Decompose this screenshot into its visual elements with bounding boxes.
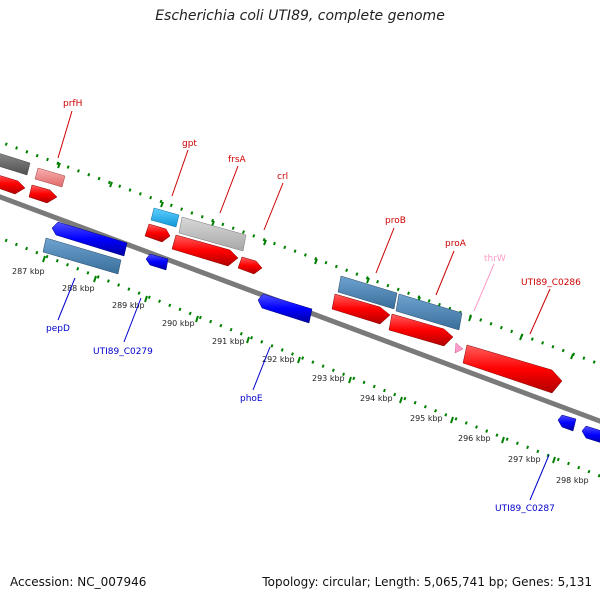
gene-label-pepd: pepD	[46, 324, 70, 334]
gene-label-gpt: gpt	[182, 139, 197, 149]
forward-features	[0, 153, 563, 394]
gene-block-pepd	[42, 237, 122, 275]
cds-arrow-crl	[237, 256, 263, 275]
cds-arrow-frsa	[171, 234, 239, 267]
gene-label-prob: proB	[385, 216, 406, 226]
gene-label-proa: proA	[445, 239, 467, 249]
trna-thrw	[454, 342, 464, 354]
tick-label: 287 kbp	[12, 267, 45, 276]
map-title: Escherichia coli UTI89, complete genome	[155, 8, 445, 24]
label-leaders	[57, 110, 551, 501]
cds-arrow-prob	[331, 293, 391, 325]
gene-label-c0279: UTI89_C0279	[93, 347, 153, 357]
reverse-features	[42, 221, 600, 443]
cds-arrow-proa	[388, 313, 454, 347]
tick-label: 293 kbp	[312, 374, 345, 383]
major-ticks	[42, 162, 574, 464]
tick-label: 295 kbp	[410, 414, 443, 423]
gene-block-proa	[395, 293, 463, 331]
tick-label: 288 kbp	[62, 284, 95, 293]
gene-block-gpt	[150, 207, 180, 228]
cds-arrow-c0279	[145, 253, 169, 271]
gene-label-crl: crl	[277, 172, 288, 182]
tick-label: 298 kbp	[556, 476, 589, 485]
gene-label-c0286: UTI89_C0286	[521, 278, 581, 288]
cds-arrow-c0287	[557, 414, 577, 432]
genome-summary-text: Topology: circular; Length: 5,065,741 bp…	[262, 575, 592, 589]
accession-text: Accession: NC_007946	[10, 575, 147, 589]
gene-block-prob	[337, 275, 398, 310]
tick-label: 292 kbp	[262, 355, 295, 364]
tick-label: 294 kbp	[360, 394, 393, 403]
tick-label: 296 kbp	[458, 434, 491, 443]
cds-arrow	[28, 184, 58, 204]
cds-arrow-gpt	[144, 223, 171, 243]
gene-block-frsa	[178, 216, 247, 252]
gene-block-prfh	[34, 167, 66, 188]
cds-arrow-right	[581, 425, 600, 443]
tick-label: 290 kbp	[162, 319, 195, 328]
gene-label-prfh: prfH	[63, 99, 82, 109]
cds-arrow-c0286	[462, 344, 563, 394]
tick-label: 289 kbp	[112, 301, 145, 310]
cds-arrow-phoe	[257, 293, 313, 324]
tick-label: 291 kbp	[212, 337, 245, 346]
gene-block-dark	[0, 153, 31, 176]
gene-label-c0287: UTI89_C0287	[495, 504, 555, 514]
cds-arrow	[0, 175, 26, 195]
gene-label-frsa: frsA	[228, 155, 247, 165]
tick-label: 297 kbp	[508, 455, 541, 464]
cds-arrow-pepd	[51, 221, 128, 257]
gene-label-thrw: thrW	[484, 254, 506, 264]
tick-labels: 287 kbp 288 kbp 289 kbp 290 kbp 291 kbp …	[12, 267, 589, 485]
gene-label-phoe: phoE	[240, 394, 263, 404]
